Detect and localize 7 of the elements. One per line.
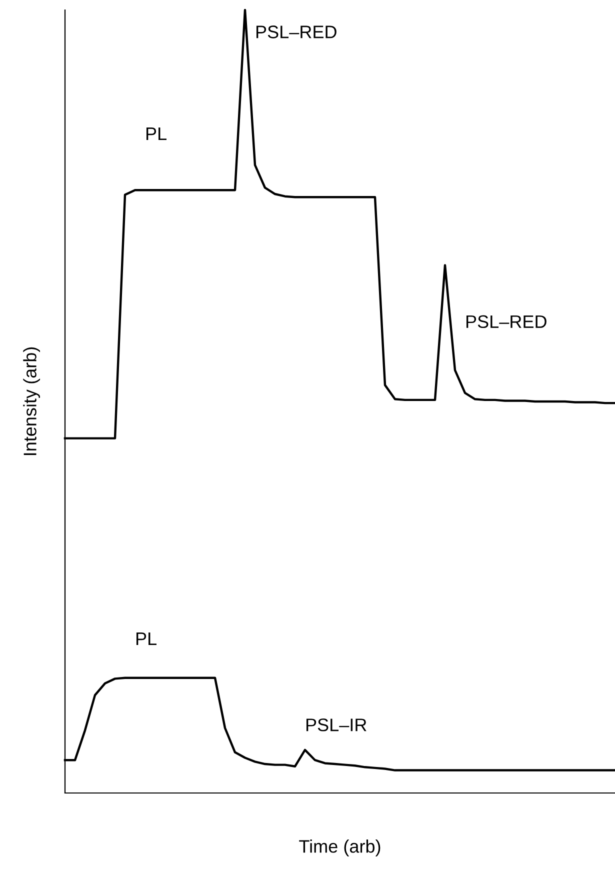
annotation: PSL–RED xyxy=(466,315,546,328)
annotation: PSL–RED xyxy=(256,26,336,38)
annotation: PL xyxy=(146,128,166,140)
annotation: PL xyxy=(136,632,156,645)
annotation: PSL–IR xyxy=(306,718,366,732)
y-axis-title: Intensity (arb) xyxy=(23,347,40,456)
x-axis-title: Time (arb) xyxy=(299,840,380,856)
